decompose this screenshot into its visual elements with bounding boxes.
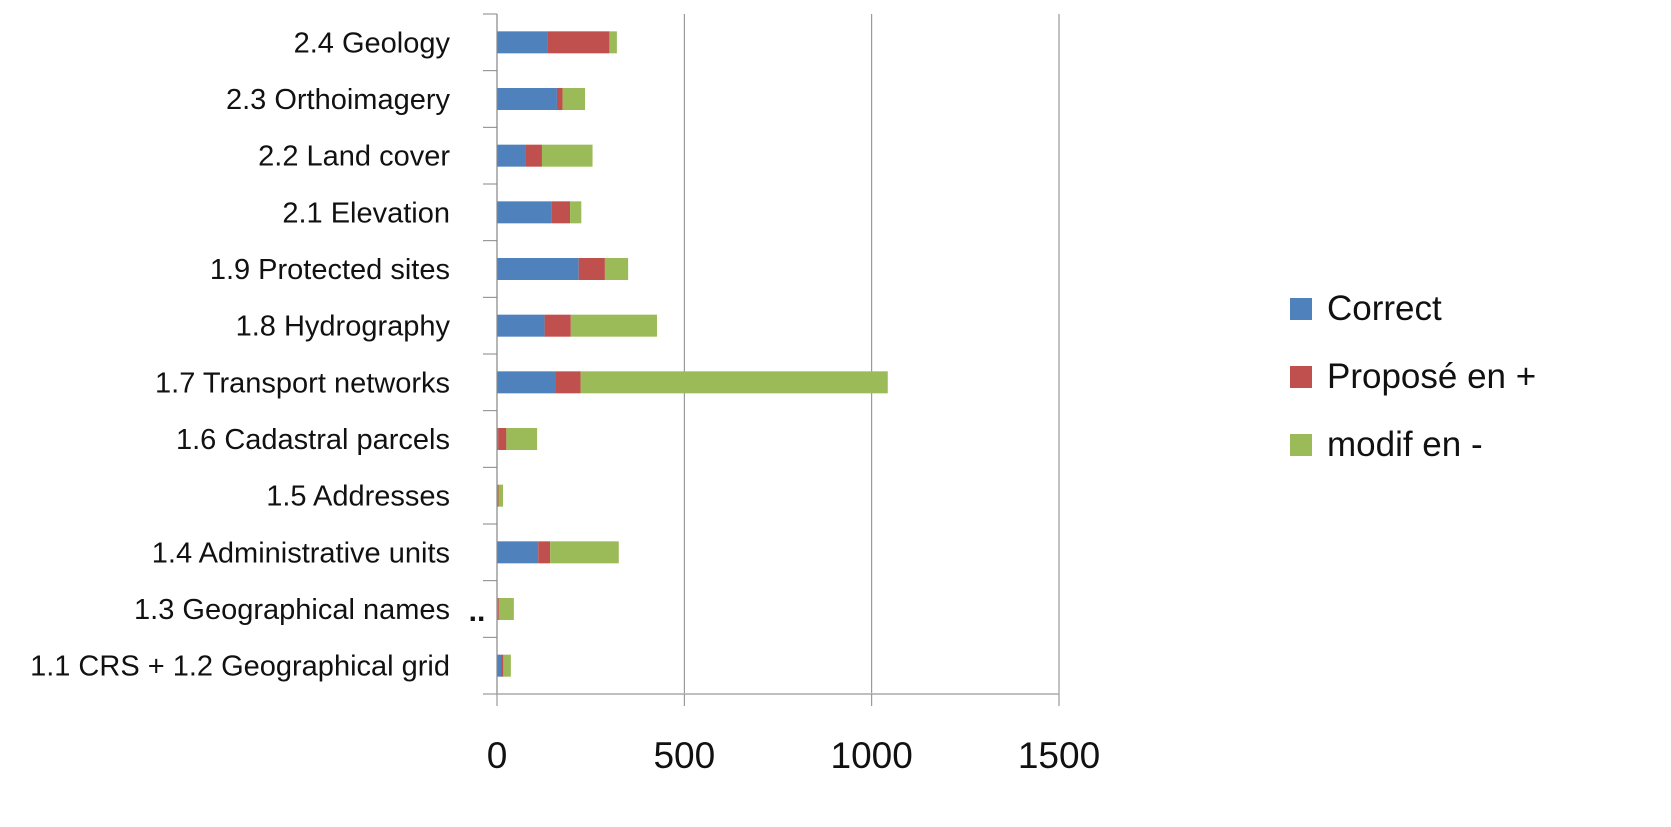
x-tick-label: 1000: [831, 735, 913, 776]
bar-modif-en-6: [580, 371, 888, 394]
category-label: 1.3 Geographical names: [134, 594, 450, 626]
bar-propos-en-11: [501, 654, 504, 677]
bar-propos-en-1: [556, 88, 563, 110]
bar-modif-en-2: [541, 144, 593, 167]
bar-correct-1: [497, 88, 557, 110]
legend-swatch: [1290, 434, 1312, 456]
bar-modif-en-7: [506, 428, 538, 450]
bar-propos-en-8: [497, 484, 499, 507]
bar-propos-en-2: [525, 144, 542, 167]
category-label: 1.8 Hydrography: [236, 311, 451, 343]
legend: Correct Proposé en + modif en -: [1290, 289, 1536, 464]
category-label: 2.2 Land cover: [258, 141, 450, 173]
bar-propos-en-5: [544, 314, 571, 337]
bar-correct-11: [497, 654, 502, 677]
bar-propos-en-6: [555, 371, 581, 394]
bar-modif-en-8: [498, 484, 503, 507]
legend-label: Proposé en +: [1327, 357, 1536, 396]
bars: [497, 31, 888, 677]
bar-correct-4: [497, 258, 579, 280]
category-label: 1.9 Protected sites: [210, 254, 450, 286]
x-tick-label: 0: [487, 735, 508, 776]
category-label: 1.7 Transport networks: [155, 367, 450, 399]
category-label: 1.5 Addresses: [266, 481, 450, 513]
bar-propos-en-4: [578, 258, 605, 280]
bar-propos-en-9: [538, 541, 551, 564]
bar-propos-en-0: [547, 31, 610, 54]
legend-swatch: [1290, 298, 1312, 320]
legend-label: modif en -: [1327, 425, 1483, 464]
legend-swatch: [1290, 366, 1312, 388]
grid-lines: [683, 14, 1060, 694]
bar-modif-en-9: [550, 541, 619, 564]
x-tick-labels: 0 500 1000 1500: [487, 735, 1100, 776]
bar-correct-0: [497, 31, 548, 54]
bar-modif-en-11: [503, 654, 511, 677]
category-label: 2.3 Orthoimagery: [226, 84, 451, 116]
bar-propos-en-7: [498, 428, 507, 450]
bar-correct-3: [497, 201, 552, 224]
bar-modif-en-10: [498, 598, 514, 620]
bar-propos-en-10: [497, 598, 499, 620]
bar-correct-5: [497, 314, 545, 337]
bar-correct-9: [497, 541, 539, 564]
bar-modif-en-0: [609, 31, 617, 54]
category-label: 2.1 Elevation: [282, 197, 450, 229]
bar-modif-en-5: [570, 314, 657, 337]
x-tick-label: 1500: [1018, 735, 1100, 776]
category-labels: 2.4 Geology 2.3 Orthoimagery 2.2 Land cove…: [30, 27, 450, 682]
bar-correct-2: [497, 144, 526, 167]
category-label: 1.4 Administrative units: [152, 537, 450, 569]
legend-label: Correct: [1327, 289, 1442, 328]
annotations: ..: [469, 595, 486, 628]
category-label: 1.6 Cadastral parcels: [176, 424, 450, 456]
bar-modif-en-4: [604, 258, 629, 280]
bar-modif-en-1: [562, 88, 586, 110]
bar-modif-en-3: [570, 201, 582, 224]
bar-correct-6: [497, 371, 556, 394]
axes: [483, 13, 1060, 706]
x-tick-label: 500: [653, 735, 715, 776]
bar-propos-en-3: [551, 201, 571, 224]
category-label: 2.4 Geology: [294, 27, 451, 59]
annotation-text: ..: [469, 595, 486, 628]
category-label: 1.1 CRS + 1.2 Geographical grid: [30, 651, 450, 683]
